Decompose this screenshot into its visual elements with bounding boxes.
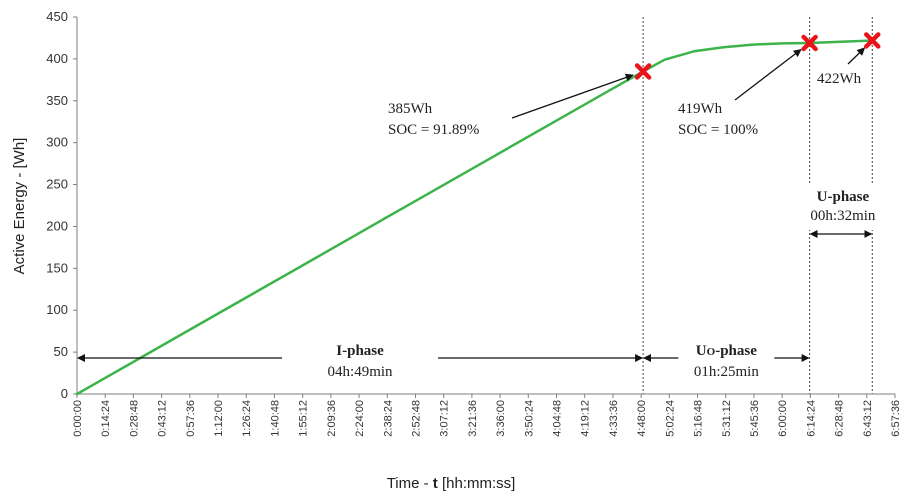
y-tick-label: 250 (46, 177, 68, 192)
x-axis-title-variable: t (433, 475, 438, 492)
energy-series-line (75, 39, 874, 396)
annotation-m1-arrow (511, 73, 634, 119)
value-annotations: 385Wh SOC = 91.89% 419Wh SOC = 100% 422Wh (388, 47, 866, 138)
y-tick-label: 0 (61, 386, 68, 401)
x-tick-label: 4:33:36 (608, 400, 620, 437)
x-axis-title-prefix: Time - (387, 475, 433, 492)
x-tick-label: 6:57:36 (890, 400, 902, 437)
annotation-m2-line: SOC = 100% (678, 122, 758, 138)
x-tick-label: 5:02:24 (664, 400, 676, 437)
y-tick-label: 300 (46, 135, 68, 150)
y-tick-label: 150 (46, 260, 68, 275)
y-tick-label: 450 (46, 9, 68, 24)
y-tick-labels: 0 50 100 150 200 250 300 350 400 450 (46, 9, 77, 401)
marker-stroke (634, 63, 652, 80)
i-phase-label: I-phase (336, 343, 384, 359)
x-tick-label: 5:45:36 (749, 400, 761, 437)
x-tick-label: 1:12:00 (213, 400, 225, 437)
highlight-markers (634, 32, 881, 80)
u-phase-duration: 00h:32min (810, 208, 876, 224)
marker-stroke (801, 34, 818, 52)
annotation-m3-arrow (847, 47, 866, 65)
uo-phase-label-rest: -phase (715, 343, 757, 359)
x-tick-label: 2:52:48 (410, 400, 422, 437)
y-tick-label: 400 (46, 51, 68, 66)
x-tick-label: 3:50:24 (523, 400, 535, 437)
y-tick-label: 100 (46, 302, 68, 317)
x-tick-label: 1:55:12 (298, 400, 310, 437)
x-tick-label: 6:43:12 (862, 400, 874, 437)
x-tick-label: 0:14:24 (100, 400, 112, 437)
x-tick-label: 0:00:00 (72, 400, 84, 437)
x-tick-label: 3:36:00 (495, 400, 507, 437)
x-tick-label: 1:26:24 (241, 400, 253, 437)
x-tick-label: 5:16:48 (693, 400, 705, 437)
annotation-m1-line: SOC = 91.89% (388, 122, 479, 138)
x-tick-label: 2:09:36 (326, 400, 338, 437)
x-tick-label: 6:14:24 (805, 400, 817, 437)
x-tick-label: 4:19:12 (580, 400, 592, 437)
y-tick-label: 50 (54, 344, 68, 359)
phase-annotations: I-phase04h:49minUO-phase01h:25minU-phase… (77, 183, 890, 380)
highlight-marker (634, 63, 652, 80)
annotation-m2-line: 419Wh (678, 101, 723, 117)
x-tick-label: 2:38:24 (382, 400, 394, 437)
x-axis-title: Time - t [hh:mm:ss] (387, 475, 516, 492)
x-tick-label: 2:24:00 (354, 400, 366, 437)
x-tick-label: 1:40:48 (269, 400, 281, 437)
u-phase-label: U-phase (817, 189, 870, 205)
annotation-m2-arrow (734, 49, 802, 101)
uo-phase-label-main: U (696, 343, 707, 359)
x-tick-label: 4:04:48 (552, 400, 564, 437)
highlight-marker (801, 34, 818, 52)
axes (76, 17, 895, 395)
y-tick-label: 350 (46, 93, 68, 108)
uo-phase-label: UO-phase (696, 343, 757, 359)
series-layer (75, 39, 874, 396)
x-tick-labels: 0:00:00 0:14:24 0:28:48 0:43:12 0:57:36 1:12:… (72, 394, 902, 437)
marker-stroke (864, 32, 881, 49)
x-axis-title-suffix: [hh:mm:ss] (438, 475, 516, 492)
x-tick-label: 6:28:48 (834, 400, 846, 437)
y-tick-label: 200 (46, 218, 68, 233)
u-phase-label-bg (808, 183, 890, 230)
x-tick-label: 5:31:12 (721, 400, 733, 437)
x-tick-label: 4:48:00 (636, 400, 648, 437)
uo-phase-label-sub: O (707, 346, 716, 358)
y-axis-title: Active Energy - [Wh] (11, 138, 28, 275)
annotation-m3-line: 422Wh (817, 71, 862, 87)
highlight-marker (864, 32, 881, 49)
x-tick-label: 6:00:00 (777, 400, 789, 437)
x-tick-label: 3:07:12 (439, 400, 451, 437)
x-tick-label: 3:21:36 (467, 400, 479, 437)
uo-phase-duration: 01h:25min (694, 364, 760, 380)
x-tick-label: 0:43:12 (157, 400, 169, 437)
annotation-m1-line: 385Wh (388, 101, 433, 117)
i-phase-duration: 04h:49min (328, 364, 394, 380)
x-tick-label: 0:28:48 (128, 400, 140, 437)
x-tick-label: 0:57:36 (185, 400, 197, 437)
